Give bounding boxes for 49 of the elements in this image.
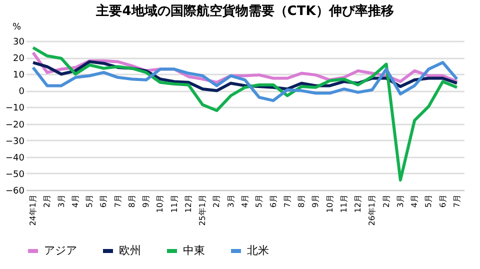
x-tick-label: 6月 <box>438 194 448 208</box>
x-tick-label: 26年1月 <box>368 194 377 226</box>
x-tick-label: 4月 <box>410 194 420 208</box>
legend-label: 中東 <box>183 244 205 257</box>
x-tick-label: 10月 <box>156 194 165 213</box>
x-tick-label: 7月 <box>282 194 292 208</box>
x-tick-label: 24年1月 <box>28 194 38 226</box>
y-tick-label: 30 <box>13 38 25 48</box>
y-tick-label: −40 <box>6 153 25 164</box>
y-tick-label: 0 <box>18 87 25 98</box>
x-tick-label: 9月 <box>142 194 151 208</box>
y-tick-label: −50 <box>6 170 25 180</box>
x-tick-label: 4月 <box>240 194 250 208</box>
x-tick-label: 3月 <box>56 194 66 208</box>
y-tick-label: −30 <box>6 136 25 147</box>
legend-label: 欧州 <box>119 244 141 257</box>
x-tick-label: 6月 <box>268 194 278 208</box>
y-tick-label: −60 <box>6 186 25 196</box>
x-tick-label: 7月 <box>452 194 462 208</box>
x-tick-label: 7月 <box>113 194 122 208</box>
x-tick-label: 10月 <box>325 194 334 213</box>
x-tick-label: 11月 <box>170 194 179 213</box>
y-tick-label: 20 <box>13 54 25 64</box>
x-tick-label: 2月 <box>212 194 222 208</box>
x-tick-label: 8月 <box>297 194 306 208</box>
line-series <box>32 61 458 102</box>
legend-label: アジア <box>44 244 77 257</box>
x-tick-label: 5月 <box>85 194 94 208</box>
x-tick-label: 8月 <box>127 194 136 208</box>
x-tick-label: 5月 <box>424 194 434 208</box>
y-axis-title: % <box>12 22 22 32</box>
x-tick-label: 6月 <box>99 194 108 208</box>
x-tick-label: 4月 <box>70 194 80 208</box>
x-tick-label: 11月 <box>339 194 348 213</box>
x-tick-label: 3月 <box>226 194 236 208</box>
line-series <box>32 46 458 182</box>
chart-title: 主要4地域の国際航空貨物需要（CTK）伸び率推移 <box>95 3 394 19</box>
legend-label: 北米 <box>247 244 269 257</box>
x-tick-label: 12月 <box>354 194 363 213</box>
x-tick-label: 2月 <box>42 194 52 208</box>
y-tick-label: −10 <box>6 104 25 114</box>
x-tick-label: 5月 <box>254 194 264 208</box>
y-tick-label: −20 <box>6 120 25 130</box>
x-tick-label: 3月 <box>396 194 405 208</box>
x-tick-label: 12月 <box>184 194 193 213</box>
y-tick-label: 10 <box>13 70 25 81</box>
x-tick-label: 25年1月 <box>198 194 208 226</box>
x-tick-label: 2月 <box>382 194 391 208</box>
x-tick-label: 9月 <box>311 194 320 208</box>
